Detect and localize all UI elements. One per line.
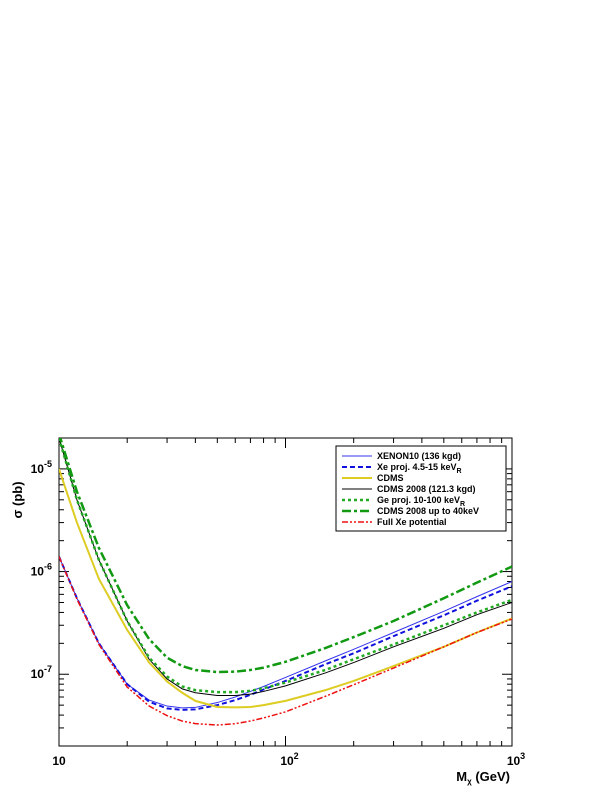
- x-tick-label: 10: [52, 754, 66, 768]
- data-curves: [59, 438, 512, 726]
- legend-label-3: CDMS: [377, 473, 404, 483]
- axis-ticks: [58, 437, 513, 747]
- tick-labels: 10 102 103 10-7 10-6 10-5: [31, 459, 526, 768]
- legend-entries: XENON10 (136 kgd)Xe proj. 4.5-15 keVRCDM…: [342, 451, 479, 527]
- y-tick-label: 10-5: [31, 459, 52, 476]
- legend-label-7: Full Xe potential: [377, 517, 447, 527]
- x-tick-label: 103: [507, 751, 525, 768]
- legend-label-6: CDMS 2008 up to 40keV: [377, 506, 479, 516]
- x-axis-title: Mχ (GeV): [456, 769, 510, 786]
- series-line-6: [59, 438, 512, 674]
- series-line-7: [59, 556, 512, 726]
- legend-label-4: CDMS 2008 (121.3 kgd): [377, 484, 476, 494]
- legend: XENON10 (136 kgd)Xe proj. 4.5-15 keVRCDM…: [335, 445, 507, 532]
- legend-label-1: XENON10 (136 kgd): [377, 451, 461, 461]
- series-line-2: [59, 556, 512, 711]
- series-line-3: [59, 468, 512, 709]
- legend-label-2: Xe proj. 4.5-15 keVR: [377, 462, 462, 475]
- x-tick-label: 102: [280, 751, 298, 768]
- y-tick-label: 10-6: [31, 562, 52, 579]
- legend-label-5: Ge proj. 10-100 keVR: [377, 495, 465, 508]
- series-line-4: [59, 438, 512, 697]
- series-line-5: [59, 438, 512, 694]
- y-axis-title: σ (pb): [10, 481, 25, 518]
- y-tick-label: 10-7: [31, 664, 52, 681]
